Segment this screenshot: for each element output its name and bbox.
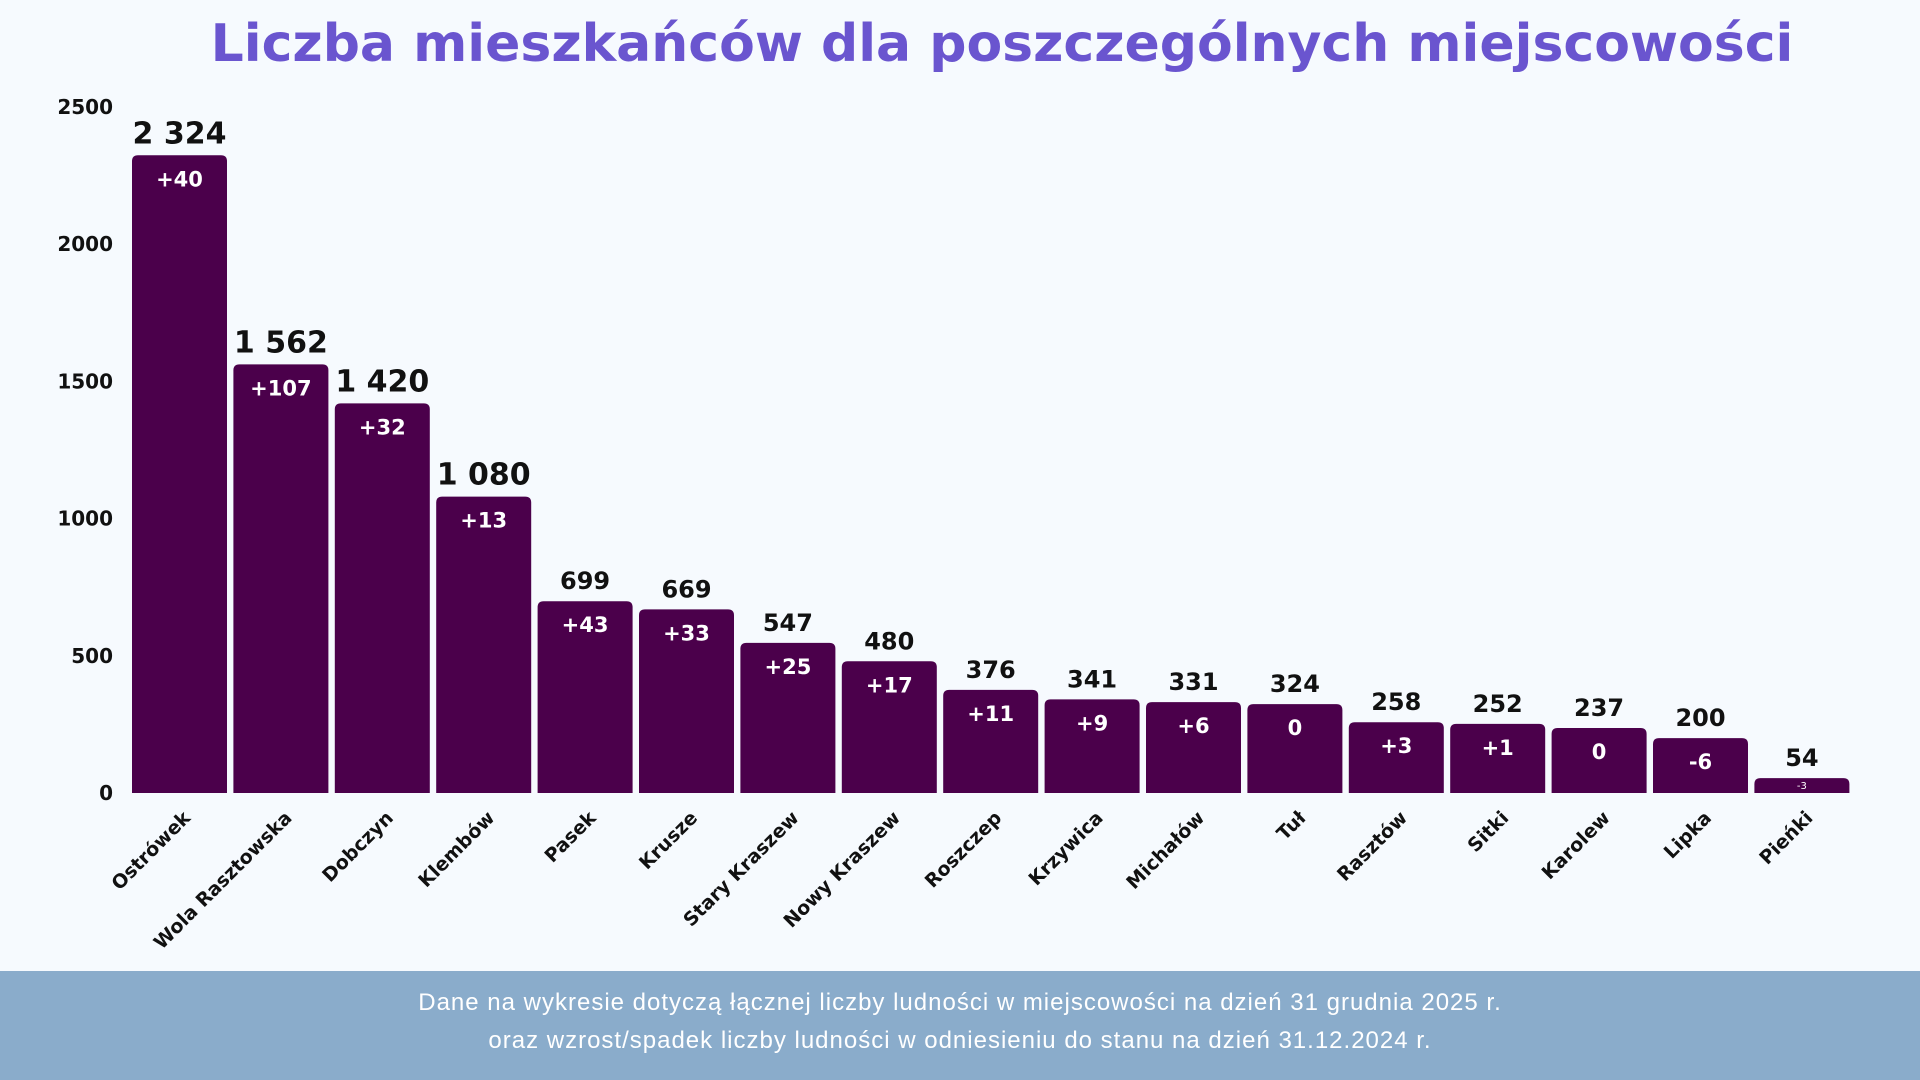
value-label: 1 420 [335, 364, 429, 399]
change-label: 0 [1592, 740, 1607, 764]
bar [334, 403, 430, 793]
change-label: +107 [250, 376, 311, 400]
category-label: Tuł [1273, 806, 1311, 844]
bar [1348, 722, 1444, 793]
change-label: -3 [1797, 781, 1807, 792]
category-label: Michałów [1122, 807, 1209, 894]
change-label: +13 [460, 509, 507, 533]
y-tick-label: 2000 [57, 232, 113, 256]
value-label: 699 [560, 567, 610, 595]
y-tick-label: 1000 [57, 507, 113, 531]
bar [943, 689, 1039, 793]
y-tick-label: 1500 [57, 369, 113, 393]
value-label: 341 [1067, 665, 1117, 693]
bar [841, 661, 937, 793]
value-label: 547 [763, 609, 813, 637]
category-label: Lipka [1660, 807, 1716, 863]
value-label: 669 [661, 575, 711, 603]
change-label: +6 [1177, 714, 1209, 738]
bar [537, 601, 633, 793]
value-label: 237 [1574, 694, 1624, 722]
bar [132, 155, 227, 793]
value-label: 1 080 [437, 458, 531, 493]
value-label: 480 [864, 627, 914, 655]
value-label: 331 [1168, 668, 1218, 696]
category-label: Rasztów [1333, 807, 1412, 886]
value-label: 200 [1675, 704, 1725, 732]
footer-line-1: Dane na wykresie dotyczą łącznej liczby … [418, 989, 1502, 1016]
bar [1247, 704, 1343, 793]
chart-title: Liczba mieszkańców dla poszczególnych mi… [210, 14, 1794, 74]
change-label: +1 [1482, 736, 1514, 760]
value-label: 252 [1473, 690, 1523, 718]
bar [1146, 702, 1241, 793]
value-label: 2 324 [133, 116, 227, 151]
change-label: +32 [359, 415, 406, 439]
category-label: Dobczyn [318, 807, 398, 887]
change-label: +43 [562, 613, 609, 637]
bar [1754, 778, 1850, 793]
category-label: Klembów [414, 807, 499, 892]
category-label: Karolew [1538, 807, 1615, 884]
category-label: Ostrówek [107, 807, 195, 895]
y-tick-label: 0 [99, 781, 113, 805]
value-label: 1 562 [234, 325, 328, 360]
change-label: +3 [1380, 734, 1412, 758]
bar [740, 642, 836, 793]
bar [639, 609, 734, 793]
value-label: 376 [966, 656, 1016, 684]
bar [1653, 738, 1748, 793]
y-tick-label: 500 [71, 644, 113, 668]
category-label: Roszczep [921, 807, 1006, 892]
change-label: +11 [967, 702, 1014, 726]
footer-note: Dane na wykresie dotyczą łącznej liczby … [0, 971, 1920, 1080]
footer-line-2: oraz wzrost/spadek liczby ludności w odn… [488, 1027, 1432, 1054]
bar [1450, 723, 1546, 793]
bar [1551, 727, 1647, 793]
y-tick-label: 2500 [57, 95, 113, 119]
category-label: Krusze [635, 807, 702, 874]
value-label: 324 [1270, 670, 1320, 698]
change-label: +25 [764, 655, 811, 679]
change-label: +40 [156, 167, 203, 191]
bar [1044, 699, 1140, 793]
category-label: Sitki [1463, 807, 1513, 857]
category-label: Krzywica [1024, 807, 1107, 890]
bar [233, 364, 329, 793]
change-label: 0 [1288, 716, 1303, 740]
value-label: 258 [1371, 688, 1421, 716]
change-label: -6 [1689, 750, 1712, 774]
change-label: +33 [663, 621, 710, 645]
change-label: +17 [866, 673, 913, 697]
category-label: Pieńki [1755, 807, 1817, 869]
value-label: 54 [1785, 744, 1818, 772]
bar [436, 496, 532, 793]
category-label: Pasek [540, 807, 600, 867]
change-label: +9 [1076, 711, 1108, 735]
